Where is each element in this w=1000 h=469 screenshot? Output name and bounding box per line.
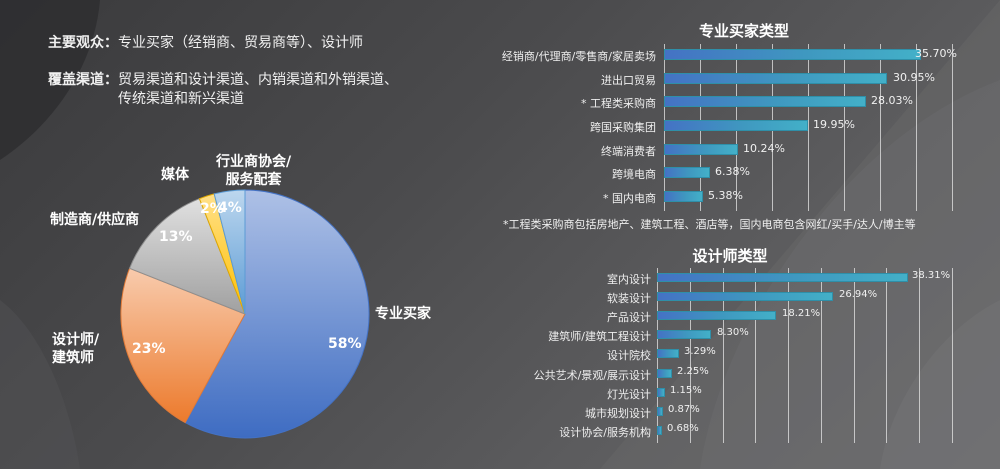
pie-label-manufacturer: 制造商/供应商 bbox=[50, 212, 140, 228]
gridline bbox=[844, 44, 845, 211]
pie-label-designer: 设计师/ 建筑师 bbox=[52, 332, 100, 366]
pie-pct-media: 2% bbox=[200, 201, 224, 217]
audience-pie-chart: 58% 23% 13% 2% 4% bbox=[120, 189, 370, 439]
designer-bar bbox=[657, 426, 662, 435]
buyer-category-label: 跨国采购集团 bbox=[590, 121, 656, 134]
audience-key: 主要观众： bbox=[48, 35, 118, 51]
designer-category-label: 设计协会/服务机构 bbox=[559, 426, 651, 439]
buyer-bar bbox=[664, 120, 808, 131]
designer-bar bbox=[657, 369, 672, 378]
designer-category-label: 产品设计 bbox=[607, 311, 651, 324]
designer-value-label: 1.15% bbox=[670, 385, 702, 396]
designer-value-label: 18.21% bbox=[782, 308, 821, 319]
buyer-value-label: 6.38% bbox=[715, 165, 750, 178]
designer-value-label: 0.68% bbox=[667, 423, 699, 434]
buyer-value-label: 28.03% bbox=[871, 94, 913, 107]
pie-pct-designer: 23% bbox=[132, 341, 166, 357]
pie-label-pro-buyer: 专业买家 bbox=[375, 306, 431, 322]
gridline bbox=[916, 44, 917, 211]
buyer-value-label: 30.95% bbox=[893, 71, 935, 84]
pie-slice-manufacturer bbox=[128, 198, 246, 315]
designer-category-label: 建筑师/建筑工程设计 bbox=[548, 330, 651, 343]
intro-block: 主要观众： 专业买家（经销商、贸易商等）、设计师 覆盖渠道： 贸易渠道和设计渠道… bbox=[48, 34, 398, 127]
pie-pct-association: 4% bbox=[218, 200, 242, 216]
buyer-bar bbox=[664, 191, 703, 202]
gridline bbox=[821, 268, 822, 443]
gridline bbox=[788, 268, 789, 443]
pie-slice-designer bbox=[120, 267, 246, 424]
buyer-value-label: 19.95% bbox=[813, 118, 855, 131]
pie-label-association: 行业商协会/ 服务配套 bbox=[216, 154, 292, 188]
gridline bbox=[880, 44, 881, 211]
designer-chart-title: 设计师类型 bbox=[692, 247, 768, 265]
designer-value-label: 38.31% bbox=[912, 270, 951, 281]
buyer-bar bbox=[664, 49, 921, 60]
pie-slice-pro-buyer bbox=[184, 189, 370, 439]
channels-row: 覆盖渠道： 贸易渠道和设计渠道、内销渠道和外销渠道、 传统渠道和新兴渠道 bbox=[48, 71, 398, 109]
pie-pct-manufacturer: 13% bbox=[159, 229, 193, 245]
channels-key: 覆盖渠道： bbox=[48, 72, 118, 88]
designer-category-label: 设计院校 bbox=[607, 349, 651, 362]
buyer-chart-footnote: *工程类采购商包括房地产、建筑工程、酒店等，国内电商包含网红/买手/达人/博主等 bbox=[503, 218, 916, 231]
buyer-value-label: 10.24% bbox=[743, 142, 785, 155]
buyer-category-label: * 工程类采购商 bbox=[581, 97, 656, 110]
designer-category-label: 城市规划设计 bbox=[585, 407, 651, 420]
designer-value-label: 0.87% bbox=[668, 404, 700, 415]
designer-bar bbox=[657, 388, 665, 397]
audience-value: 专业买家（经销商、贸易商等）、设计师 bbox=[118, 35, 363, 51]
gridline bbox=[723, 268, 724, 443]
buyer-category-label: 终端消费者 bbox=[601, 145, 656, 158]
designer-category-label: 公共艺术/景观/展示设计 bbox=[533, 369, 651, 382]
gridline bbox=[886, 268, 887, 443]
designer-bar bbox=[657, 330, 711, 339]
designer-value-label: 2.25% bbox=[677, 366, 709, 377]
designer-value-label: 3.29% bbox=[684, 346, 716, 357]
audience-row: 主要观众： 专业买家（经销商、贸易商等）、设计师 bbox=[48, 34, 398, 53]
designer-value-label: 26.94% bbox=[839, 289, 878, 300]
designer-bar bbox=[657, 273, 908, 282]
pie-pct-pro-buyer: 58% bbox=[328, 336, 362, 352]
buyer-category-label: 进出口贸易 bbox=[601, 74, 656, 87]
buyer-category-label: 跨境电商 bbox=[612, 168, 656, 181]
gridline bbox=[952, 268, 953, 443]
gridline bbox=[690, 268, 691, 443]
buyer-bar bbox=[664, 144, 738, 155]
gridline bbox=[808, 44, 809, 211]
designer-bar bbox=[657, 292, 833, 301]
pie-slice-association bbox=[213, 189, 246, 315]
designer-value-label: 8.30% bbox=[717, 327, 749, 338]
buyer-category-label: * 国内电商 bbox=[603, 192, 656, 205]
gridline bbox=[919, 268, 920, 443]
designer-bar bbox=[657, 349, 679, 358]
designer-bar bbox=[657, 407, 663, 416]
buyer-value-label: 5.38% bbox=[708, 189, 743, 202]
designer-category-label: 软装设计 bbox=[607, 292, 651, 305]
channels-value: 贸易渠道和设计渠道、内销渠道和外销渠道、 传统渠道和新兴渠道 bbox=[118, 72, 398, 107]
designer-category-label: 灯光设计 bbox=[607, 388, 651, 401]
gridline bbox=[854, 268, 855, 443]
buyer-bar bbox=[664, 73, 887, 84]
buyer-bar bbox=[664, 167, 710, 178]
buyer-category-label: 经销商/代理商/零售商/家居卖场 bbox=[501, 50, 656, 63]
gridline bbox=[755, 268, 756, 443]
designer-category-label: 室内设计 bbox=[607, 273, 651, 286]
pie-label-media: 媒体 bbox=[161, 167, 189, 183]
buyer-chart-title: 专业买家类型 bbox=[698, 22, 789, 40]
designer-bar bbox=[657, 311, 776, 320]
gridline bbox=[952, 44, 953, 211]
buyer-value-label: 35.70% bbox=[915, 47, 957, 60]
buyer-bar bbox=[664, 96, 866, 107]
